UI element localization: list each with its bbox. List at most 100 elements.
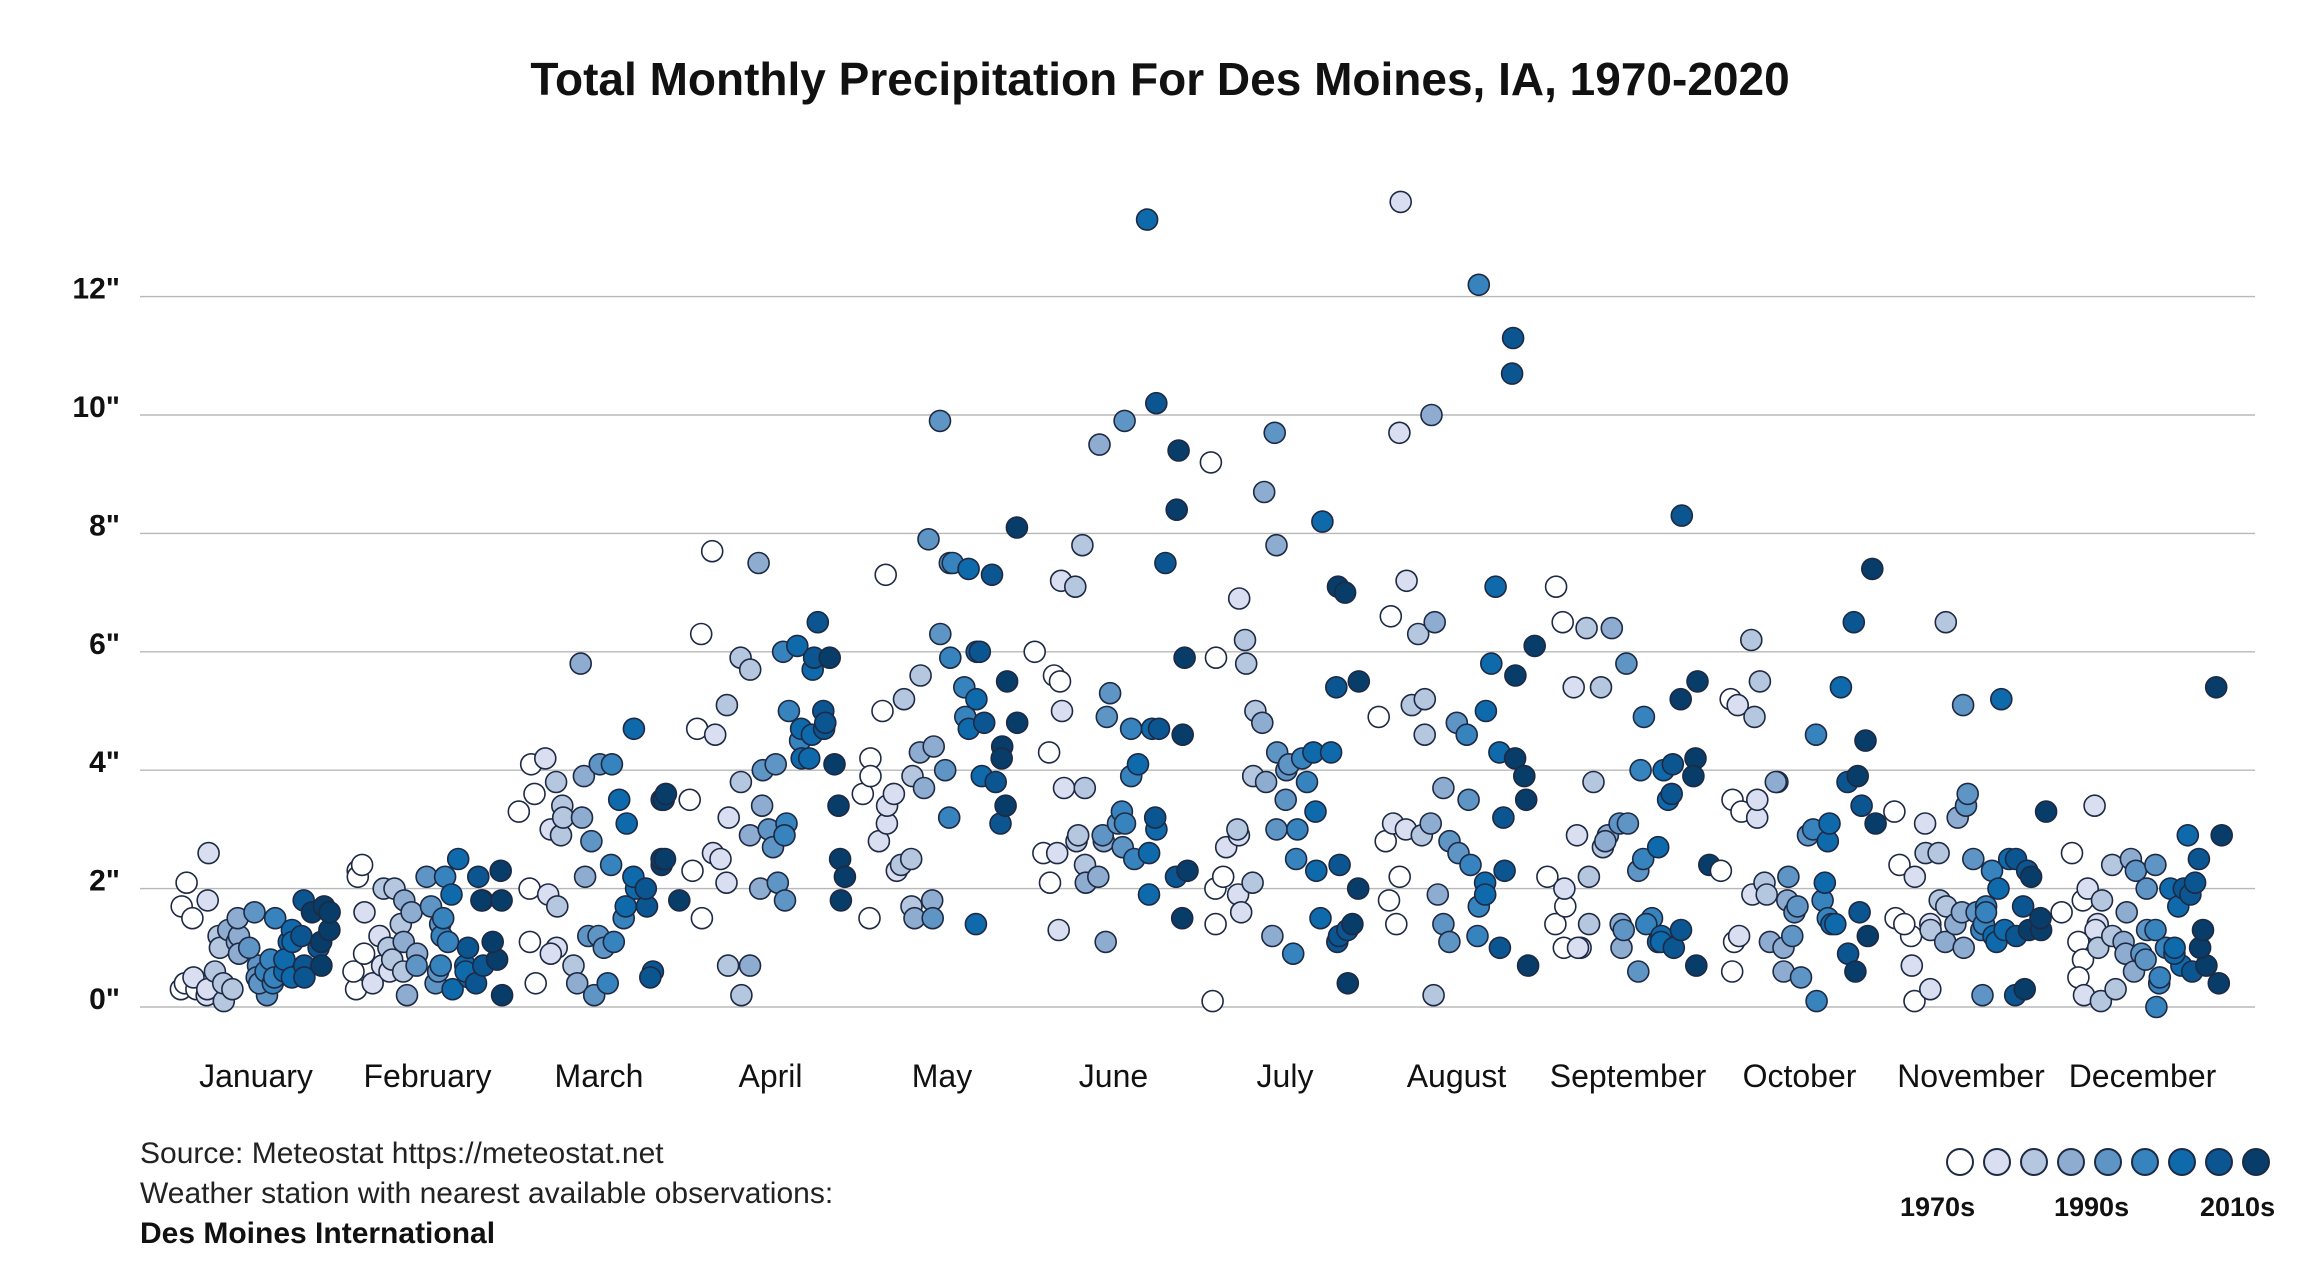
data-point (1781, 924, 1804, 948)
data-point (773, 823, 796, 847)
data-point (1137, 841, 1161, 865)
data-point (602, 930, 626, 954)
data-point (700, 539, 724, 563)
data-point (1669, 687, 1692, 711)
data-point (1395, 569, 1418, 593)
data-point (1211, 865, 1235, 889)
data-point (1503, 747, 1527, 770)
data-point (1951, 693, 1975, 717)
data-point (2204, 675, 2228, 699)
data-point (709, 847, 732, 871)
data-point (1544, 575, 1568, 599)
data-point (1466, 924, 1489, 948)
data-point (1413, 687, 1437, 711)
data-point (1281, 942, 1305, 966)
data-point (1646, 835, 1670, 859)
data-point (456, 936, 480, 960)
data-point (1113, 812, 1137, 835)
x-axis-ticks: January February March April May June July Augu… (199, 1058, 2217, 1094)
data-point (994, 794, 1017, 818)
data-point (1990, 687, 2013, 711)
data-point (1467, 273, 1491, 297)
data-point (1098, 681, 1122, 705)
data-point (1251, 711, 1274, 735)
data-point (352, 942, 376, 966)
data-point (1488, 936, 1512, 960)
data-point (596, 971, 620, 995)
data-point (1304, 800, 1327, 823)
data-point (750, 794, 774, 818)
data-point (1501, 326, 1525, 350)
data-point (1064, 575, 1087, 599)
data-point (395, 983, 419, 1007)
data-point (2089, 989, 2113, 1013)
x-tick-label: April (738, 1058, 802, 1094)
data-point (882, 782, 906, 806)
legend-swatch (2020, 1148, 2048, 1176)
y-axis-ticks: 0" 2" 4" 6" 8" 10" 12" (72, 273, 120, 1016)
data-point (1544, 912, 1567, 936)
data-point (1686, 670, 1709, 693)
data-point (569, 652, 593, 675)
data-point (1748, 670, 1772, 693)
data-point (1755, 883, 1778, 906)
data-point (1333, 581, 1357, 604)
data-point (833, 865, 857, 889)
data-point (730, 983, 753, 1007)
data-point (1170, 906, 1194, 930)
data-point (539, 942, 563, 966)
data-point (1474, 699, 1498, 723)
data-point (829, 889, 853, 912)
data-point (1709, 859, 1733, 883)
data-point (1265, 818, 1288, 841)
data-point (1789, 966, 1813, 989)
data-point (1720, 960, 1744, 983)
data-point (716, 954, 740, 977)
data-point (1952, 936, 1975, 960)
data-point (544, 770, 568, 794)
data-point (738, 658, 762, 681)
data-point (1048, 670, 1072, 693)
data-point (1252, 480, 1276, 504)
data-point (797, 747, 821, 770)
data-point (1635, 912, 1658, 936)
data-point (1154, 551, 1177, 575)
data-point (1903, 865, 1927, 889)
data-point (431, 906, 455, 930)
data-point (1577, 912, 1601, 936)
data-point (1113, 409, 1136, 433)
data-point (1263, 421, 1286, 445)
data-point (600, 752, 624, 776)
data-point (984, 770, 1008, 794)
data-point (518, 877, 541, 900)
data-point (1888, 853, 1911, 877)
data-point (1328, 853, 1351, 877)
data-point (1629, 758, 1652, 782)
data-point (440, 883, 463, 906)
data-point (1829, 675, 1853, 699)
data-point (899, 847, 923, 871)
data-point (1786, 895, 1809, 918)
data-point (1254, 770, 1278, 794)
x-tick-label: November (1897, 1058, 2045, 1094)
data-point (1379, 604, 1403, 628)
data-point (342, 960, 365, 983)
data-point (729, 770, 753, 794)
data-point (1037, 741, 1061, 764)
data-point (678, 788, 702, 812)
data-point (1241, 871, 1264, 895)
data-point (1565, 823, 1589, 847)
data-point (773, 889, 797, 912)
data-point (715, 693, 739, 717)
data-point (545, 895, 569, 918)
data-point (2029, 906, 2052, 930)
station-name: Des Moines International (140, 1217, 496, 1250)
x-tick-label: March (555, 1058, 644, 1094)
data-point (1956, 782, 1979, 806)
data-point (2013, 977, 2036, 1001)
data-point (181, 906, 204, 930)
data-point (1147, 717, 1171, 741)
data-point (1562, 675, 1585, 699)
data-point (785, 634, 809, 658)
data-point (928, 622, 952, 646)
